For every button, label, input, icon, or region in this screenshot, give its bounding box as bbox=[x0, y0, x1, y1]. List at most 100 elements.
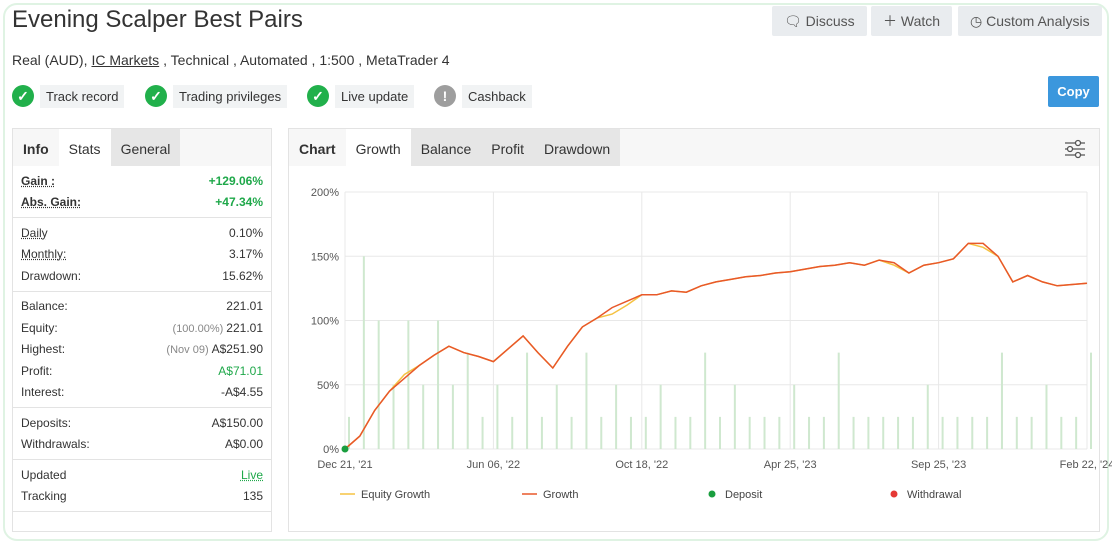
stats-row: Tracking 135 bbox=[21, 486, 263, 508]
badge-icon: ! bbox=[434, 85, 456, 107]
tab[interactable]: Drawdown bbox=[533, 129, 621, 166]
subtitle: Real (AUD), IC Markets, Technical , Autom… bbox=[12, 52, 450, 68]
stats-value-wrap: +47.34% bbox=[215, 195, 263, 209]
stats-row: Balance: 221.01 bbox=[21, 296, 263, 318]
stats-value-wrap: 0.10% bbox=[229, 226, 263, 240]
stats-row: Updated Live bbox=[21, 464, 263, 486]
stats-group: Daily 0.10% Monthly: 3.17% Drawdown: 15.62% bbox=[13, 218, 271, 292]
stats-label: Gain : bbox=[21, 173, 56, 188]
tab[interactable]: Profit bbox=[481, 129, 534, 166]
stats-label: Abs. Gain: bbox=[21, 195, 82, 210]
stats-value-wrap: +129.06% bbox=[209, 174, 263, 188]
stats-value: A$251.90 bbox=[211, 342, 263, 357]
chart-tabs: Chart Growth Balance Profit Drawdown bbox=[289, 129, 1099, 166]
stats-label: Monthly: bbox=[21, 247, 67, 262]
stats-row: Equity: (100.00%) 221.01 bbox=[21, 317, 263, 339]
stats-row: Interest: -A$4.55 bbox=[21, 382, 263, 404]
button-label[interactable]: Custom Analysis bbox=[986, 13, 1090, 29]
stats-label: Profit: bbox=[21, 363, 53, 378]
stats-value: -A$4.55 bbox=[220, 385, 263, 400]
badge-label: Track record bbox=[40, 84, 125, 108]
analysis-button[interactable]: ◷ Custom Analysis bbox=[958, 6, 1102, 36]
stats-value-wrap: Live bbox=[241, 468, 263, 482]
stats-value: 221.01 bbox=[226, 320, 263, 335]
subtitle-text: Real (AUD), bbox=[12, 52, 88, 68]
stats-value-wrap: (Nov 09) A$251.90 bbox=[166, 342, 263, 356]
stats-value: 135 bbox=[242, 489, 263, 504]
stats-tabs: Info Stats General bbox=[13, 129, 271, 166]
button-label[interactable]: Watch bbox=[900, 13, 941, 29]
button-label[interactable]: Discuss bbox=[805, 13, 855, 29]
stats-value: 15.62% bbox=[222, 268, 263, 283]
stats-row: Gain : +129.06% bbox=[21, 170, 263, 192]
stats-group: Gain : +129.06% Abs. Gain: +47.34% bbox=[13, 166, 271, 218]
stats-value-wrap: A$150.00 bbox=[212, 416, 263, 430]
stats-note: (100.00%) bbox=[172, 322, 224, 335]
stats-note: (Nov 09) bbox=[166, 344, 209, 357]
stats-label: Equity: bbox=[21, 320, 58, 335]
stats-value: 221.01 bbox=[226, 299, 263, 314]
broker-link[interactable]: IC Markets bbox=[91, 52, 160, 68]
stats-label: Daily bbox=[21, 225, 48, 240]
stats-value: +47.34% bbox=[215, 195, 263, 210]
stats-value: Live bbox=[240, 467, 263, 482]
settings-icon[interactable] bbox=[1064, 139, 1086, 159]
stats-value: 0.10% bbox=[228, 225, 263, 240]
stats-row: Daily 0.10% bbox=[21, 222, 263, 244]
badge-label: Cashback bbox=[462, 84, 532, 108]
stats-row: Withdrawals: A$0.00 bbox=[21, 434, 263, 456]
badge-label: Trading privileges bbox=[173, 84, 288, 108]
badge: ✓ Trading privileges bbox=[145, 84, 288, 108]
badge-icon: ✓ bbox=[145, 85, 167, 107]
stats-value-wrap: A$71.01 bbox=[218, 364, 263, 378]
subtitle-text: , Technical , Automated , 1:500 , MetaTr… bbox=[163, 52, 450, 68]
stats-value: 3.17% bbox=[228, 247, 263, 262]
title: Evening Scalper Best Pairs bbox=[12, 6, 303, 33]
stats-value-wrap: (100.00%) 221.01 bbox=[173, 321, 263, 335]
stats-group: Balance: 221.01 Equity: (100.00%) 221.01 High… bbox=[13, 292, 271, 408]
badge-icon: ✓ bbox=[12, 85, 34, 107]
stats-label: Highest: bbox=[21, 342, 66, 357]
stats-value: A$0.00 bbox=[224, 437, 263, 452]
stats-value-wrap: 3.17% bbox=[229, 247, 263, 261]
stats-row: Abs. Gain: +47.34% bbox=[21, 192, 263, 214]
stats-value-wrap: 15.62% bbox=[222, 269, 263, 283]
stats-group: Deposits: A$150.00 Withdrawals: A$0.00 bbox=[13, 408, 271, 460]
badge: ✓ Track record bbox=[12, 84, 125, 108]
tab: Info bbox=[23, 141, 49, 157]
stats-value: +129.06% bbox=[208, 173, 263, 188]
stats-row: Drawdown: 15.62% bbox=[21, 265, 263, 287]
discuss-button[interactable]: 🗨 Discuss bbox=[772, 6, 867, 36]
stats-row: Monthly: 3.17% bbox=[21, 244, 263, 266]
watch-button[interactable]: ＋ Watch bbox=[871, 6, 953, 36]
stats-row: Profit: A$71.01 bbox=[21, 360, 263, 382]
tab: Chart bbox=[299, 141, 336, 157]
tab[interactable]: Growth bbox=[345, 129, 411, 166]
stats-row: Highest: (Nov 09) A$251.90 bbox=[21, 339, 263, 361]
stats-row: Deposits: A$150.00 bbox=[21, 412, 263, 434]
stats-label: Deposits: bbox=[21, 415, 72, 430]
tab[interactable]: Balance bbox=[410, 129, 482, 166]
stats-value: A$150.00 bbox=[211, 415, 263, 430]
chart-panel: Chart Growth Balance Profit Drawdown bbox=[288, 128, 1100, 532]
stats-value-wrap: -A$4.55 bbox=[221, 385, 263, 399]
stats-value-wrap: 221.01 bbox=[226, 299, 263, 313]
stats-panel: Info Stats General Gain : +129.06% Abs. Gain… bbox=[12, 128, 272, 532]
badge-label: Live update bbox=[335, 84, 415, 108]
stats-label: Drawdown: bbox=[21, 268, 82, 283]
stats-group: Updated Live Tracking 135 bbox=[13, 460, 271, 512]
stats-label: Tracking bbox=[21, 489, 67, 504]
stats-value-wrap: A$0.00 bbox=[225, 437, 263, 451]
tab[interactable]: General bbox=[110, 129, 181, 166]
stats-label: Updated bbox=[21, 467, 67, 482]
badge-icon: ✓ bbox=[307, 85, 329, 107]
stats-label: Withdrawals: bbox=[21, 437, 90, 452]
stats-list: Gain : +129.06% Abs. Gain: +47.34% Daily 0.10… bbox=[13, 166, 271, 512]
tab[interactable]: Stats bbox=[58, 129, 111, 166]
stats-value: A$71.01 bbox=[218, 363, 263, 378]
stats-label: Interest: bbox=[21, 385, 65, 400]
badge: ! Cashback bbox=[434, 84, 532, 108]
badge: ✓ Live update bbox=[307, 84, 415, 108]
copy-button[interactable]: Copy bbox=[1048, 76, 1099, 107]
